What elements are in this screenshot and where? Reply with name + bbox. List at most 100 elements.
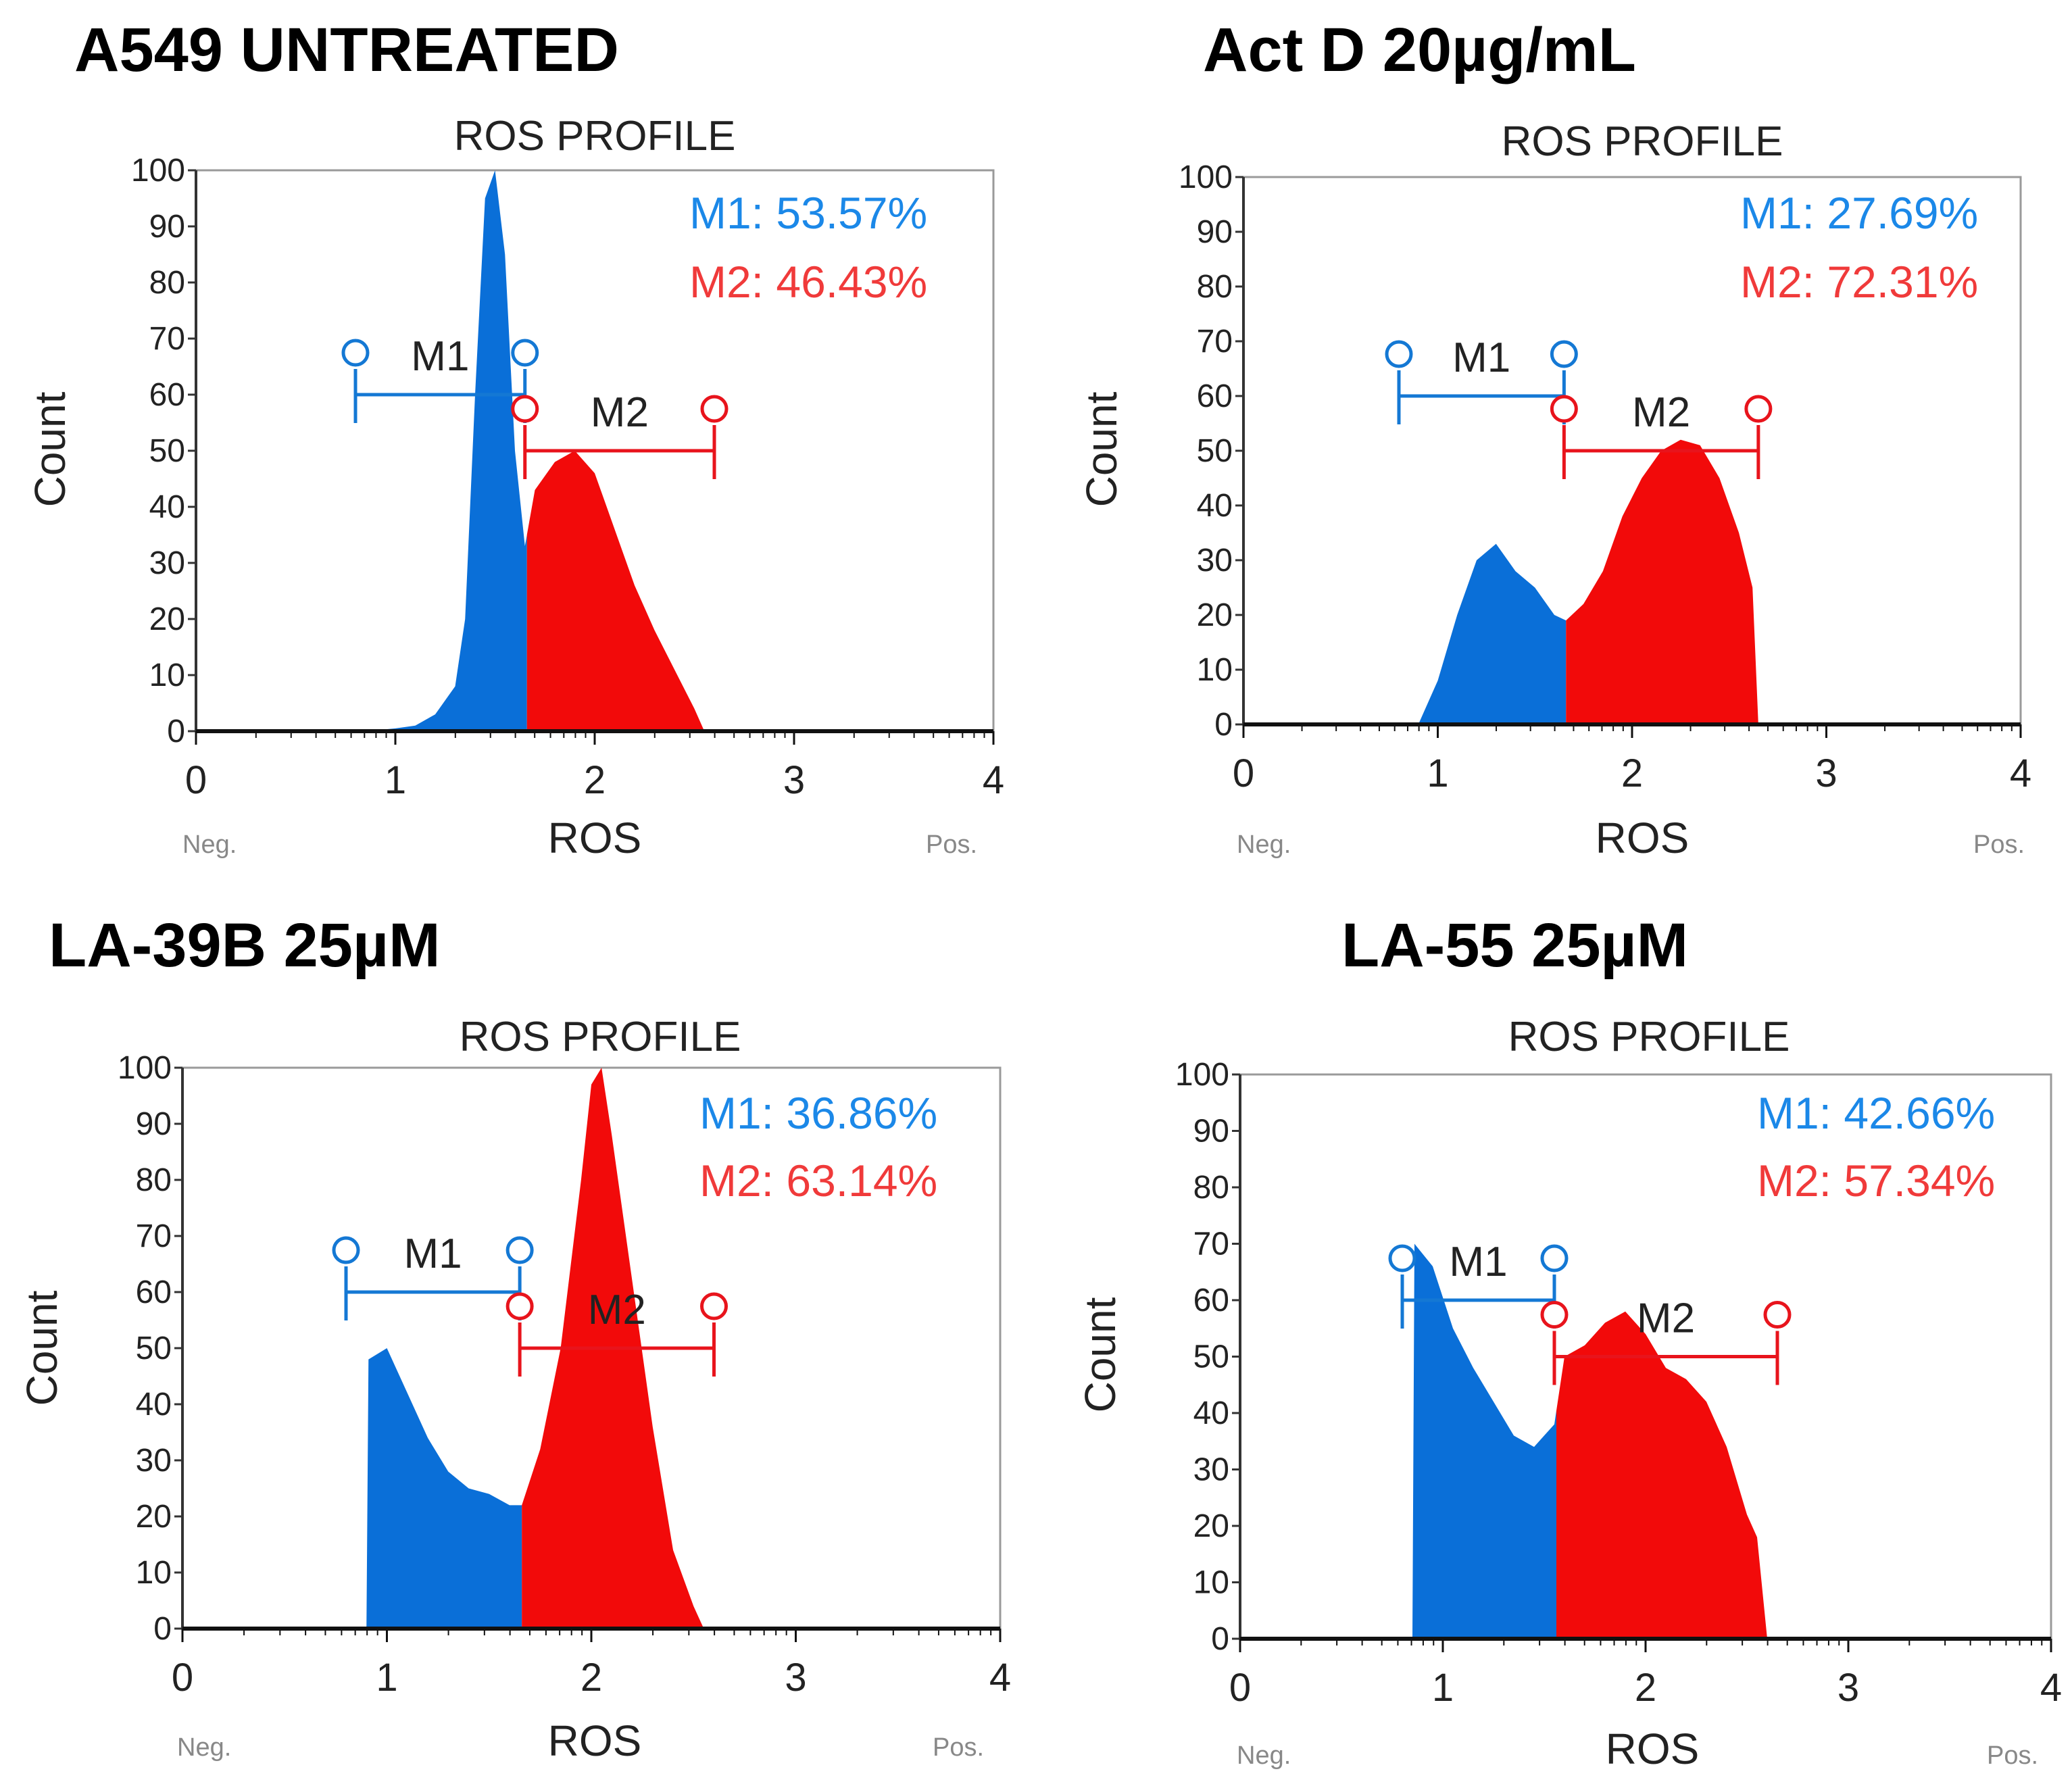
x-axis-label: ROS [548, 1716, 642, 1765]
y-tick-label: 80 [149, 265, 185, 301]
gate-m1-handle [341, 339, 370, 367]
gate-m2-label: M2 [1637, 1295, 1695, 1342]
m2-stat: M2: 57.34% [1757, 1156, 1995, 1206]
m2-stat: M2: 63.14% [699, 1156, 937, 1206]
y-tick-label: 0 [1214, 707, 1233, 743]
x-tick-label: 2 [581, 1656, 602, 1700]
y-tick-label: 80 [1197, 269, 1233, 305]
y-tick-label: 10 [149, 658, 185, 693]
neg-label: Neg. [182, 831, 237, 859]
y-tick-label: 40 [136, 1387, 172, 1422]
x-tick-label: 1 [376, 1656, 397, 1700]
y-tick-label: 40 [1197, 488, 1233, 524]
m1-stat: M1: 53.57% [689, 188, 927, 238]
y-tick-label: 0 [153, 1611, 172, 1647]
y-tick-label: 50 [1193, 1339, 1229, 1375]
x-tick-label: 0 [172, 1656, 193, 1700]
x-tick-label: 4 [2040, 1666, 2062, 1710]
x-tick-label: 4 [989, 1656, 1011, 1700]
y-tick-label: 90 [136, 1106, 172, 1142]
y-axis-label: Count [1076, 1297, 1125, 1412]
y-tick-label: 0 [167, 714, 185, 749]
neg-label: Neg. [1237, 831, 1291, 859]
gate-m1-handle [1388, 1244, 1416, 1272]
m1-stat: M1: 27.69% [1740, 188, 1978, 238]
x-tick-label: 3 [785, 1656, 806, 1700]
y-tick-label: 60 [149, 377, 185, 413]
x-tick-label: 2 [1621, 751, 1643, 795]
y-tick-label: 60 [1193, 1283, 1229, 1318]
panel-act-d: Act D 20µg/mL ROS PROFILE M1: 27.69% M2:… [1077, 16, 2031, 862]
y-tick-label: 100 [1175, 1057, 1229, 1093]
histogram-m1-region [1412, 1243, 1556, 1639]
gate-m2-label: M2 [588, 1287, 646, 1333]
x-axis-label: ROS [1596, 814, 1689, 862]
histogram-m2-region [1556, 1311, 1767, 1639]
y-tick-label: 70 [149, 321, 185, 357]
panel-a549-untreated: A549 UNTREATED ROS PROFILE M1: 53.57% M2… [26, 16, 1004, 862]
histogram-m1-region [366, 1348, 522, 1629]
gate-m1-handle [1540, 1244, 1569, 1272]
x-axis-label: ROS [548, 814, 642, 862]
m1-stat: M1: 36.86% [699, 1088, 937, 1138]
y-tick-label: 40 [1193, 1395, 1229, 1431]
histogram-m2-region [1566, 439, 1758, 724]
x-tick-label: 2 [584, 758, 606, 802]
gate-m2-label: M2 [1632, 389, 1690, 436]
x-tick-label: 2 [1635, 1666, 1656, 1710]
pos-label: Pos. [933, 1733, 984, 1762]
x-tick-label: 3 [1815, 751, 1837, 795]
gate-m1-handle [1550, 340, 1578, 368]
y-tick-label: 30 [1193, 1452, 1229, 1488]
y-tick-label: 60 [1197, 378, 1233, 414]
pos-label: Pos. [926, 831, 977, 859]
x-tick-label: 0 [1233, 751, 1254, 795]
x-tick-label: 1 [385, 758, 406, 802]
gate-m2-handle [1550, 395, 1578, 423]
y-tick-label: 60 [136, 1274, 172, 1310]
y-tick-label: 20 [1193, 1508, 1229, 1544]
y-tick-label: 100 [1179, 159, 1233, 195]
panel-title: LA-55 25µM [1341, 911, 1688, 980]
gate-m1-handle [505, 1236, 534, 1264]
y-tick-label: 100 [118, 1050, 172, 1086]
panel-la-55: LA-55 25µM ROS PROFILE M1: 42.66% M2: 57… [1076, 911, 2062, 1773]
y-tick-label: 0 [1211, 1621, 1229, 1657]
gate-m1-label: M1 [411, 333, 469, 380]
x-tick-label: 3 [1837, 1666, 1859, 1710]
y-tick-label: 100 [131, 153, 185, 189]
y-tick-label: 40 [149, 489, 185, 525]
histogram-m1-region [1418, 543, 1567, 724]
x-tick-label: 3 [783, 758, 805, 802]
m2-stat: M2: 72.31% [1740, 257, 1978, 307]
y-axis-label: Count [1077, 391, 1126, 507]
y-tick-label: 90 [1197, 214, 1233, 250]
gate-m1-handle [332, 1236, 360, 1264]
y-tick-label: 10 [136, 1555, 172, 1591]
gate-m1-handle [1385, 340, 1413, 368]
x-tick-label: 1 [1432, 1666, 1454, 1710]
y-tick-label: 30 [136, 1443, 172, 1479]
y-tick-label: 80 [1193, 1170, 1229, 1206]
x-tick-label: 4 [983, 758, 1004, 802]
x-tick-label: 1 [1427, 751, 1448, 795]
x-tick-label: 0 [1229, 1666, 1251, 1710]
y-tick-label: 50 [136, 1331, 172, 1366]
y-tick-label: 30 [1197, 543, 1233, 578]
gate-m2-handle [700, 1292, 728, 1320]
gate-m2-handle [1763, 1301, 1792, 1329]
gate-m1-label: M1 [403, 1231, 462, 1277]
panel-la-39b: LA-39B 25µM ROS PROFILE M1: 36.86% M2: 6… [18, 911, 1011, 1765]
y-tick-label: 30 [149, 545, 185, 581]
histogram-m2-region [526, 451, 705, 731]
y-tick-label: 50 [1197, 433, 1233, 469]
chart-title: ROS PROFILE [1508, 1014, 1790, 1060]
y-tick-label: 20 [149, 601, 185, 637]
y-tick-label: 50 [149, 433, 185, 469]
pos-label: Pos. [1973, 831, 2025, 859]
neg-label: Neg. [1237, 1741, 1291, 1770]
y-tick-label: 90 [149, 209, 185, 245]
y-tick-label: 10 [1197, 652, 1233, 688]
panel-title: A549 UNTREATED [74, 16, 619, 84]
